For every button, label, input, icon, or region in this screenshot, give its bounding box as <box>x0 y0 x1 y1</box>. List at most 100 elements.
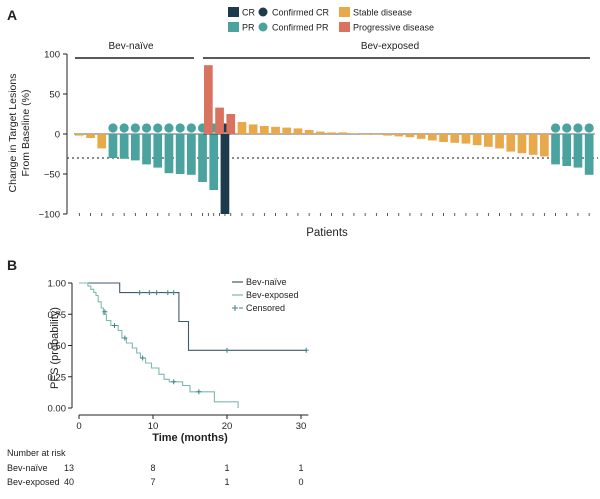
risk-cell: 0 <box>298 477 303 487</box>
confirmed-marker <box>584 123 594 133</box>
waterfall-bar <box>187 134 196 175</box>
censor-mark <box>171 379 177 385</box>
waterfall-bar <box>461 134 471 144</box>
waterfall-bar <box>97 134 107 149</box>
waterfall-bar <box>215 107 224 134</box>
waterfall-bar <box>551 134 560 165</box>
risk-cell: 1 <box>224 477 229 487</box>
waterfall-bar <box>226 114 236 134</box>
waterfall-bar <box>383 134 392 136</box>
km-xtick-label: 20 <box>222 421 233 432</box>
waterfall-bar <box>372 134 381 135</box>
waterfall-bar <box>248 124 258 134</box>
risk-cell: 8 <box>150 463 155 473</box>
waterfall-bar <box>472 134 482 146</box>
legend-label-pr: PR <box>242 23 255 33</box>
km-xtick-label: 30 <box>296 421 307 432</box>
risk-cell: 1 <box>224 463 229 473</box>
km-ytick-label: 0.75 <box>48 310 67 321</box>
waterfall-bar <box>562 134 572 166</box>
waterfall-bar <box>416 134 426 139</box>
censor-mark <box>122 335 128 341</box>
group-label-bev-naive: Bev-naïve <box>108 41 153 52</box>
waterfall-bar <box>282 127 292 134</box>
risk-row-label-bev-exposed: Bev-exposed <box>7 477 60 487</box>
censor-mark <box>102 309 108 315</box>
risk-cell: 13 <box>64 463 74 473</box>
waterfall-bar <box>119 134 129 159</box>
legend-label-confirmed_cr: Confirmed CR <box>272 8 330 18</box>
waterfall-ylabel: Change in Target LesionsFrom Baseline (%… <box>7 74 32 193</box>
waterfall-ytick-label: 50 <box>49 90 60 101</box>
waterfall-bar <box>271 126 280 134</box>
km-xtick-label: 0 <box>76 421 81 432</box>
confirmed-marker <box>130 123 140 133</box>
km-ylabel: PFS (probability) <box>49 307 61 389</box>
waterfall-bar <box>237 122 247 134</box>
waterfall-bar <box>517 134 527 154</box>
waterfall-bar <box>164 134 174 174</box>
km-ytick-label: 0.25 <box>48 372 67 383</box>
waterfall-bar <box>108 134 118 158</box>
waterfall-bar <box>198 134 207 182</box>
waterfall-bar <box>394 134 404 137</box>
confirmed-marker <box>119 123 129 133</box>
waterfall-bar <box>540 134 549 157</box>
waterfall-bar <box>316 131 325 134</box>
confirmed-marker <box>175 123 185 133</box>
waterfall-ytick-label: 100 <box>44 50 60 61</box>
waterfall-bar <box>584 134 594 175</box>
waterfall-bar <box>360 134 370 135</box>
waterfall-bar <box>86 134 95 138</box>
waterfall-bar <box>153 134 163 168</box>
waterfall-ylabel-line1: Change in Target Lesions <box>7 74 19 193</box>
waterfall-bar <box>75 134 84 136</box>
risk-cell: 40 <box>64 477 74 487</box>
waterfall-bar <box>142 134 151 165</box>
waterfall-ytick-label: −100 <box>39 210 60 221</box>
legend-marker-confirmed_cr <box>258 7 268 17</box>
legend-label-stable: Stable disease <box>353 8 412 18</box>
censor-mark <box>224 347 230 353</box>
waterfall-bar <box>506 134 516 152</box>
waterfall-ytick-label: 0 <box>55 130 60 141</box>
legend-label-confirmed_pr: Confirmed PR <box>272 23 329 33</box>
waterfall-bar <box>428 134 437 141</box>
waterfall-bar <box>304 130 314 134</box>
censor-mark <box>146 290 152 296</box>
km-line-bev-naive <box>79 282 307 351</box>
waterfall-chart: 100 50 0 −50 −100 CR Confirmed CR Stable diseas… <box>39 7 598 221</box>
km-ytick-label: 1.00 <box>48 279 67 290</box>
waterfall-bar <box>220 134 230 214</box>
legend-swatch-progressive <box>339 22 350 32</box>
waterfall-bar <box>204 65 213 134</box>
censor-mark <box>140 355 146 361</box>
km-ytick-label: 0.50 <box>48 341 67 352</box>
km-chart: 1.00 0.75 0.50 0.25 0.00 0 10 20 30 Bev-naïve Bev-… <box>48 277 309 432</box>
censor-mark <box>165 290 171 296</box>
waterfall-bar <box>327 132 336 134</box>
risk-row-label-bev-naive: Bev-naïve <box>7 463 48 473</box>
confirmed-marker <box>186 123 196 133</box>
legend-label-progressive: Progressive disease <box>353 23 434 33</box>
km-xlabel: Time (months) <box>152 432 228 444</box>
censor-mark <box>137 290 143 296</box>
legend-swatch-cr <box>228 7 239 17</box>
confirmed-marker <box>562 123 572 133</box>
waterfall-bar <box>484 134 493 147</box>
group-label-bev-exposed: Bev-exposed <box>361 41 419 52</box>
km-line-bev-exposed <box>79 282 239 408</box>
waterfall-bar <box>495 134 504 149</box>
confirmed-marker <box>164 123 174 133</box>
censor-mark <box>171 290 177 296</box>
waterfall-bar <box>439 134 448 142</box>
km-legend-label-bev_exposed_line: Bev-exposed <box>246 290 299 300</box>
waterfall-bar <box>528 134 538 155</box>
risk-cell: 1 <box>298 463 303 473</box>
waterfall-ylabel-line2: From Baseline (%) <box>20 90 32 177</box>
panel-b-label: B <box>7 257 17 273</box>
waterfall-bar <box>209 134 219 190</box>
censor-mark <box>112 323 118 328</box>
